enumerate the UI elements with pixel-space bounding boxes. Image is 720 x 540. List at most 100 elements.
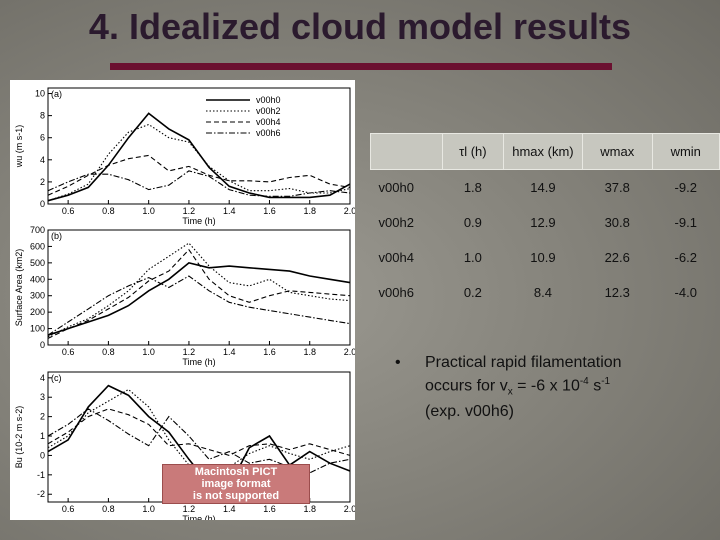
cell-tau: 0.2: [463, 285, 482, 300]
table-row: v00h6 0.2 8.4 12.3 -4.0: [371, 275, 720, 310]
x-tick-label: 2.0: [344, 504, 355, 514]
bullet-line-2-sup1: -4: [579, 376, 589, 387]
table-header-row: τl (h) hmax (km) wmax wmin: [370, 133, 720, 170]
header-wmax: wmax: [581, 133, 653, 170]
x-tick-label: 1.6: [263, 504, 276, 514]
pict-line-3: is not supported: [192, 490, 280, 502]
x-tick-label: 0.6: [62, 504, 75, 514]
pict-placeholder: Macintosh PICT image format is not suppo…: [162, 464, 310, 504]
x-tick-label: 1.0: [142, 206, 155, 216]
series-line-v00h2: [47, 123, 351, 202]
table-row: v00h0 1.8 14.9 37.8 -9.2: [371, 170, 720, 206]
y-tick-label: 400: [30, 274, 45, 284]
x-tick-label: 1.8: [303, 504, 316, 514]
cell-wmax: 12.3: [604, 285, 630, 300]
y-tick-label: 2: [40, 412, 45, 422]
cell-tau: 1.8: [463, 180, 482, 195]
row-label: v00h6: [378, 285, 414, 300]
y-tick-label: 1: [40, 431, 45, 441]
legend-label: v00h2: [256, 106, 281, 116]
y-tick-label: 3: [40, 392, 45, 402]
cell-wmax: 30.8: [604, 215, 630, 230]
cell-hmax: 10.9: [530, 250, 556, 265]
x-tick-label: 0.8: [102, 347, 115, 357]
series-line-v00h4: [47, 408, 351, 456]
y-tick-label: 4: [40, 373, 45, 383]
x-tick-label: 2.0: [344, 206, 355, 216]
x-tick-label: 1.4: [223, 347, 236, 357]
slide-title: 4. Idealized cloud model results: [88, 6, 632, 47]
series-line-v00h0: [47, 262, 351, 336]
y-tick-label: 0: [40, 340, 45, 350]
cell-tau: 1.0: [463, 250, 482, 265]
x-tick-label: 1.6: [263, 206, 276, 216]
bullet-line-2-sub: x: [507, 386, 513, 398]
y-tick-label: 2: [40, 177, 45, 187]
header-tau: τl (h): [441, 133, 504, 170]
header-wmin: wmin: [651, 133, 720, 170]
bullet-line-2-pre: occurs for v: [425, 377, 508, 395]
y-axis-label: wu (m s-1): [14, 125, 24, 169]
y-tick-label: 4: [40, 155, 45, 165]
figure-panel: 0 2 4 6 8 10 0.6 0.8 1.0 1.2 1.4 1.6 1.8 2.0 Time (h) w…: [10, 80, 355, 520]
cell-tau: 0.9: [463, 215, 482, 230]
y-tick-label: 700: [30, 225, 45, 235]
bullet-symbol: •: [395, 354, 401, 371]
x-tick-label: 2.0: [344, 347, 355, 357]
table-row: v00h4 1.0 10.9 22.6 -6.2: [371, 240, 720, 275]
x-tick-label: 1.2: [183, 504, 196, 514]
x-tick-label: 1.0: [142, 504, 155, 514]
series-line-v00h0: [47, 112, 351, 202]
cell-wmin: -6.2: [674, 250, 697, 265]
x-axis-label: Time (h): [182, 357, 215, 367]
cell-wmax: 37.8: [604, 180, 630, 195]
title-underline: [110, 63, 612, 70]
series-line-v00h4: [47, 154, 351, 196]
panel-letter: (a): [51, 89, 62, 99]
cell-hmax: 12.9: [530, 215, 556, 230]
cell-wmax: 22.6: [604, 250, 630, 265]
y-tick-label: 0: [40, 199, 45, 209]
x-tick-label: 0.8: [102, 504, 115, 514]
plot-frame: [47, 87, 351, 205]
bullet-line-3: (exp. v00h6): [425, 402, 514, 420]
x-tick-label: 1.4: [223, 504, 236, 514]
legend-label: v00h4: [256, 117, 281, 127]
header-blank: [370, 133, 443, 170]
row-label: v00h0: [378, 180, 414, 195]
y-tick-label: 8: [40, 111, 45, 121]
bullet-text: Practical rapid filamentation occurs for…: [425, 353, 685, 421]
legend-label: v00h0: [256, 95, 281, 105]
results-table: τl (h) hmax (km) wmax wmin v00h0 1.8 14.…: [370, 133, 720, 310]
row-label: v00h2: [378, 215, 414, 230]
cell-hmax: 8.4: [533, 285, 552, 300]
y-tick-label: 6: [40, 133, 45, 143]
y-axis-label: Surface Area (km2): [14, 249, 24, 327]
x-axis-label: Time (h): [182, 514, 215, 520]
y-tick-label: 0: [40, 450, 45, 460]
row-label: v00h4: [378, 250, 414, 265]
y-tick-label: 300: [30, 291, 45, 301]
bullet-line-1: Practical rapid filamentation: [425, 354, 622, 371]
table-row: v00h2 0.9 12.9 30.8 -9.1: [371, 205, 720, 240]
x-axis-label: Time (h): [182, 216, 215, 226]
pict-line-1: Macintosh PICT: [194, 466, 278, 478]
header-hmax: hmax (km): [502, 133, 583, 170]
legend-label: v00h6: [256, 128, 281, 138]
x-tick-label: 1.2: [183, 347, 196, 357]
y-tick-label: 600: [30, 241, 45, 251]
y-tick-label: 100: [30, 324, 45, 334]
y-tick-label: 500: [30, 258, 45, 268]
x-tick-label: 1.0: [142, 347, 155, 357]
cell-wmin: -9.1: [674, 215, 697, 230]
bullet-line-2-sup2: -1: [601, 376, 611, 387]
panel-letter: (c): [51, 373, 62, 383]
y-tick-label: -2: [37, 489, 45, 499]
bullet-line-2-post: s: [588, 377, 602, 395]
x-tick-label: 1.2: [183, 206, 196, 216]
y-tick-label: 10: [35, 89, 45, 99]
x-tick-label: 1.8: [303, 347, 316, 357]
x-tick-label: 1.4: [223, 206, 236, 216]
bullet-line-2: occurs for vx = -6 x 10-4 s-1: [425, 372, 685, 402]
